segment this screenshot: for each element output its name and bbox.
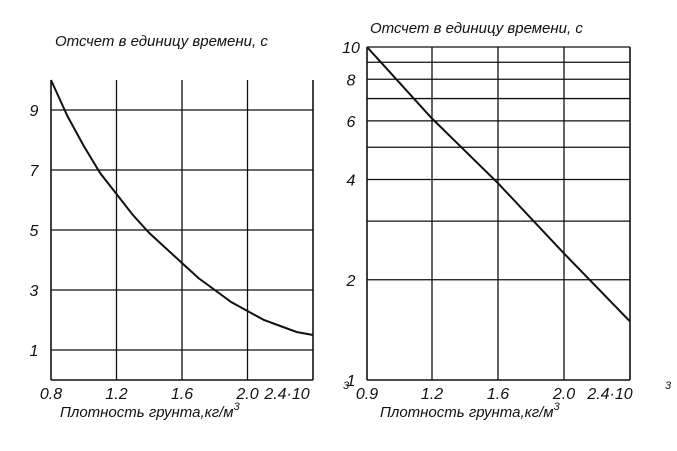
right-x-tick-label: 1.2 [421, 386, 443, 403]
right-x-axis-label-exponent: 3 [554, 401, 561, 413]
left-grid [50, 80, 314, 381]
left-y-tick-label: 3 [30, 283, 39, 300]
right-x-tick-label: 2.0 [552, 386, 575, 403]
right-x-tick-label: 0.9 [356, 386, 378, 403]
left-curve-group [50, 79, 314, 336]
left-x-multiplier-exponent: 3 [343, 380, 350, 392]
left-x-axis-label-exponent: 3 [234, 401, 241, 413]
left-x-tick-label: 2.0 [235, 386, 258, 403]
left-x-tick-label: 1.2 [105, 386, 127, 403]
right-y-tick-label: 8 [347, 72, 356, 89]
left-y-tick-label: 5 [30, 223, 39, 240]
left-y-axis-label: Отсчет в единицу времени, с [55, 33, 268, 50]
right-x-axis-label: Плотность грунта,кг/м3 [380, 401, 561, 421]
right-x-ticks: 0.9 1.2 1.6 2.0 2.4·10 3 [356, 380, 672, 403]
right-x-axis-label-text: Плотность грунта,кг/м [380, 404, 554, 421]
left-x-axis-label-text: Плотность грунта,кг/м [60, 404, 234, 421]
left-y-tick-label: 9 [30, 103, 39, 120]
right-y-tick-label: 10 [342, 40, 360, 57]
right-x-multiplier-exponent: 3 [665, 380, 672, 392]
right-y-tick-label: 4 [347, 173, 356, 190]
right-x-tick-label: 2.4·10 [586, 386, 632, 403]
right-y-axis-label: Отсчет в единицу времени, с [370, 20, 583, 37]
right-y-tick-label: 2 [346, 273, 356, 290]
left-x-tick-label: 1.6 [171, 386, 193, 403]
left-y-tick-label: 7 [30, 163, 40, 180]
right-y-ticks: 1 2 4 6 8 10 [342, 40, 360, 390]
left-series-line [50, 79, 314, 336]
left-chart: Отсчет в единицу времени, с 1 3 5 7 9 0.8 1.2… [30, 33, 350, 421]
right-y-tick-label: 6 [347, 114, 356, 131]
right-curve-group [366, 46, 631, 323]
left-y-tick-label: 1 [30, 343, 39, 360]
right-series-line [366, 46, 631, 323]
left-x-tick-label: 2.4·10 [263, 386, 309, 403]
left-x-axis-label: Плотность грунта,кг/м3 [60, 401, 241, 421]
right-x-tick-label: 1.6 [487, 386, 509, 403]
left-x-tick-label: 0.8 [40, 386, 62, 403]
right-grid [366, 46, 631, 381]
left-x-ticks: 0.8 1.2 1.6 2.0 2.4·10 3 [40, 380, 350, 403]
right-y-tick-label: 1 [347, 373, 356, 390]
left-y-ticks: 1 3 5 7 9 [30, 103, 40, 360]
